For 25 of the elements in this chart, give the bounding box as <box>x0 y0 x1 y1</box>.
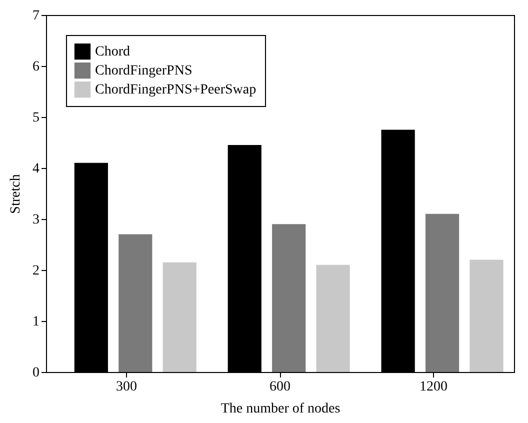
legend-label: ChordFingerPNS+PeerSwap <box>95 82 256 98</box>
y-tick-label: 6 <box>32 60 40 74</box>
bar <box>316 264 350 372</box>
legend-label: ChordFingerPNS <box>95 64 192 78</box>
x-tick-label: 1200 <box>419 380 448 394</box>
y-tick-label: 1 <box>32 314 40 330</box>
y-tick-label: 4 <box>32 162 40 176</box>
bar <box>381 130 415 372</box>
x-tick-label: 300 <box>116 380 138 394</box>
y-axis-title: Stretch <box>8 174 24 214</box>
bar <box>74 162 108 372</box>
legend-label: Chord <box>95 44 130 60</box>
x-axis-title: The number of nodes <box>220 402 340 416</box>
y-tick-label: 5 <box>32 110 40 126</box>
y-tick-label: 0 <box>32 366 40 380</box>
bar <box>228 145 262 372</box>
bar <box>425 214 460 372</box>
x-tick-label: 600 <box>270 380 290 394</box>
y-tick-label: 2 <box>32 264 40 278</box>
y-tick-label: 3 <box>32 212 40 228</box>
bar <box>162 262 196 372</box>
y-tick-label: 7 <box>32 8 40 24</box>
bar <box>118 234 152 372</box>
bar <box>470 260 504 372</box>
bar <box>272 224 306 372</box>
